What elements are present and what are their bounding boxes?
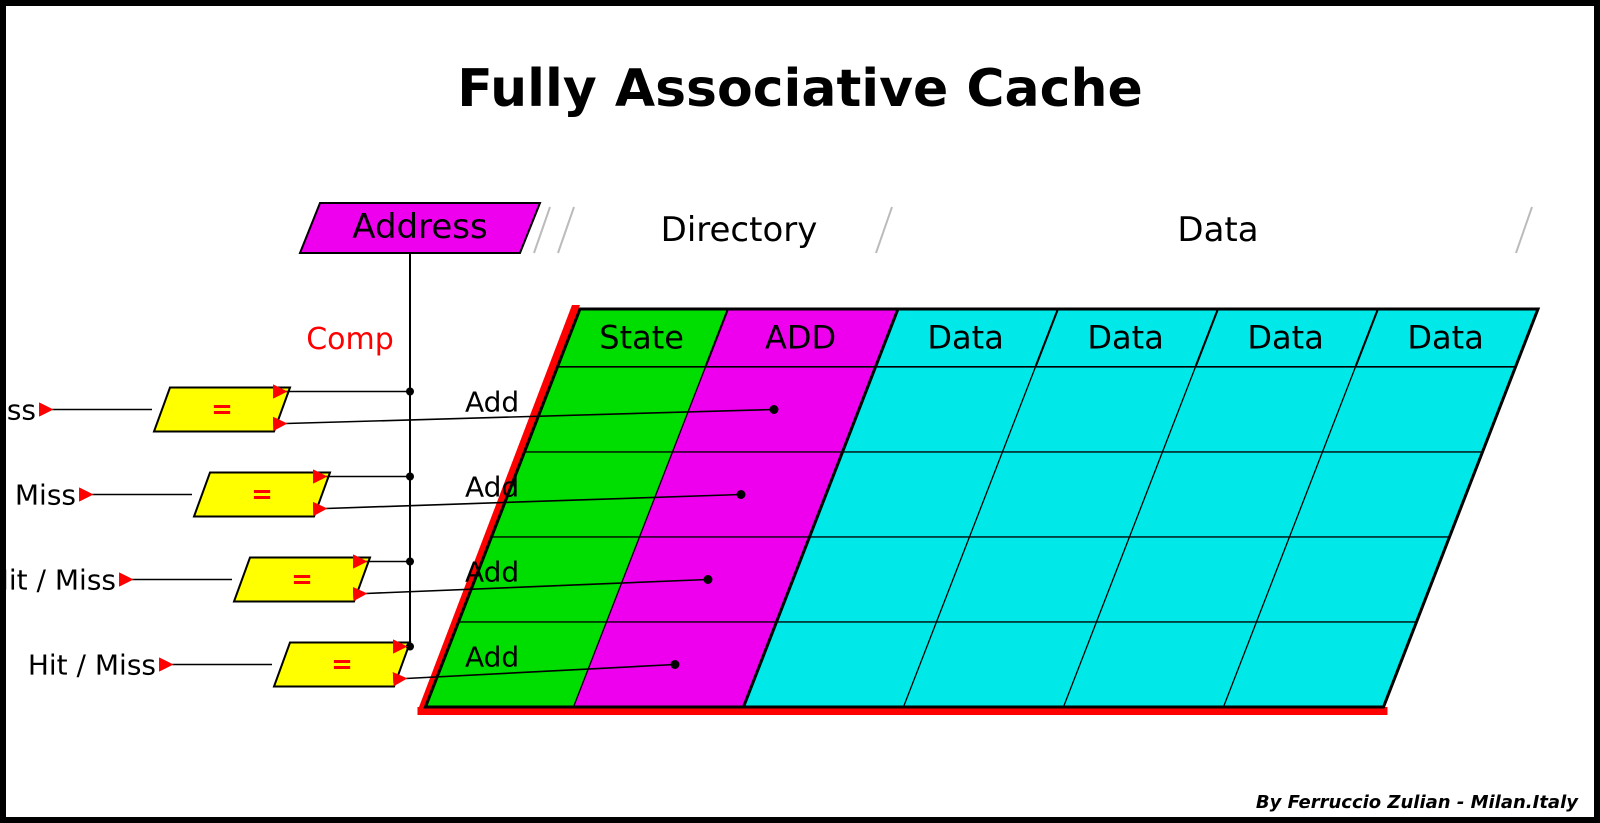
comparator-equals: = <box>331 650 353 680</box>
table-header-label: ADD <box>765 318 836 356</box>
table-header-label: State <box>599 318 684 356</box>
comparator-equals: = <box>211 395 233 425</box>
table-cell <box>1063 622 1256 707</box>
hit-miss-label: Hit / Miss <box>6 394 36 427</box>
add-wire-label: Add <box>465 386 519 419</box>
comparator-equals: = <box>291 565 313 595</box>
table-cell <box>1002 367 1195 452</box>
table-cell <box>1096 537 1289 622</box>
hit-miss-label: Hit / Miss <box>6 479 76 512</box>
table-cell <box>903 622 1096 707</box>
table-cell <box>1129 452 1322 537</box>
address-label: Address <box>352 207 487 247</box>
table-header-label: Data <box>927 318 1003 356</box>
directory-label: Directory <box>661 210 818 250</box>
table-header-label: Data <box>1407 318 1483 356</box>
add-wire-label: Add <box>465 471 519 504</box>
table-cell <box>936 537 1129 622</box>
table-header-label: Data <box>1087 318 1163 356</box>
hit-miss-label: Hit / Miss <box>6 564 116 597</box>
data-label: Data <box>1177 210 1258 250</box>
table-cell <box>969 452 1162 537</box>
comp-label: Comp <box>306 322 394 357</box>
table-header-label: Data <box>1247 318 1323 356</box>
credit-label: By Ferruccio Zulian - Milan.Italy <box>1256 792 1579 813</box>
comparator-equals: = <box>251 480 273 510</box>
add-wire-label: Add <box>465 641 519 674</box>
hit-miss-label: Hit / Miss <box>28 649 156 682</box>
add-wire-label: Add <box>465 556 519 589</box>
table-cell <box>1162 367 1355 452</box>
diagram-title: Fully Associative Cache <box>457 59 1143 119</box>
